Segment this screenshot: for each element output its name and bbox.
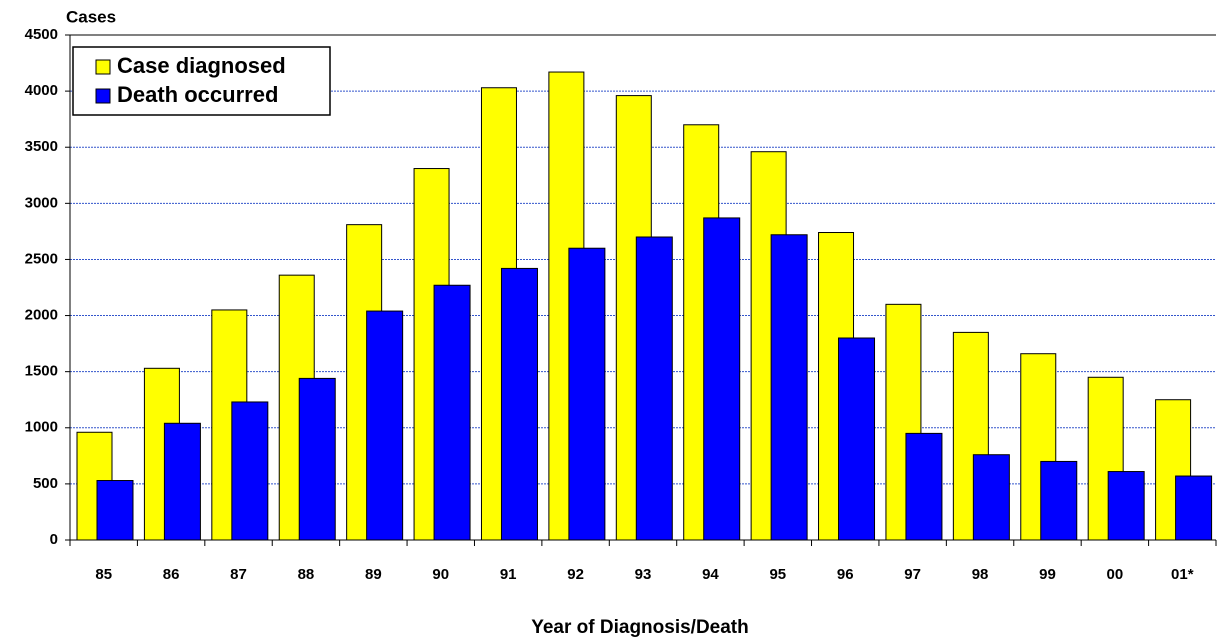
x-tick-label: 85 [95, 566, 112, 583]
y-tick-label: 3500 [25, 138, 58, 155]
bar [433, 284, 471, 541]
y-tick-label: 2500 [25, 250, 58, 267]
bar [568, 247, 606, 541]
x-tick-label: 90 [432, 566, 449, 583]
bar [770, 234, 808, 541]
y-tick-label: 4500 [25, 26, 58, 43]
y-tick-label: 3000 [25, 194, 58, 211]
x-tick-label: 98 [972, 566, 989, 583]
x-tick-label: 89 [365, 566, 382, 583]
bar [231, 401, 269, 541]
legend-swatch [95, 59, 111, 75]
x-tick-label: 92 [567, 566, 584, 583]
x-tick-label: 93 [635, 566, 652, 583]
x-tick-label: 94 [702, 566, 719, 583]
bar [972, 454, 1010, 541]
x-tick-label: 96 [837, 566, 854, 583]
bar [298, 377, 336, 541]
bar [635, 236, 673, 541]
bar [838, 337, 876, 541]
y-tick-label: 4000 [25, 82, 58, 99]
y-tick-label: 1500 [25, 363, 58, 380]
x-tick-label: 97 [904, 566, 921, 583]
y-axis-title: Cases [66, 7, 116, 26]
y-tick-label: 1000 [25, 419, 58, 436]
y-tick-label: 0 [50, 531, 58, 548]
bar [500, 267, 538, 541]
legend-box [72, 46, 331, 116]
x-tick-label: 87 [230, 566, 247, 583]
bar [1040, 460, 1078, 541]
bar [1107, 471, 1145, 541]
x-tick-label: 01* [1171, 566, 1194, 583]
bar [905, 432, 943, 541]
y-tick-label: 2000 [25, 307, 58, 324]
x-tick-label: 88 [298, 566, 315, 583]
x-tick-label: 00 [1107, 566, 1124, 583]
legend-label: Death occurred [117, 82, 278, 107]
x-tick-label: 86 [163, 566, 180, 583]
bar [96, 480, 134, 541]
y-tick-label: 500 [33, 475, 58, 492]
x-axis-title: Year of Diagnosis/Death [531, 617, 749, 638]
bar [703, 217, 741, 541]
x-tick-label: 95 [769, 566, 786, 583]
legend-label: Case diagnosed [117, 53, 286, 78]
x-tick-label: 99 [1039, 566, 1056, 583]
bar [163, 422, 201, 541]
x-tick-label: 91 [500, 566, 517, 583]
legend-swatch [95, 88, 111, 104]
bar [366, 310, 404, 541]
bar [1175, 475, 1213, 541]
